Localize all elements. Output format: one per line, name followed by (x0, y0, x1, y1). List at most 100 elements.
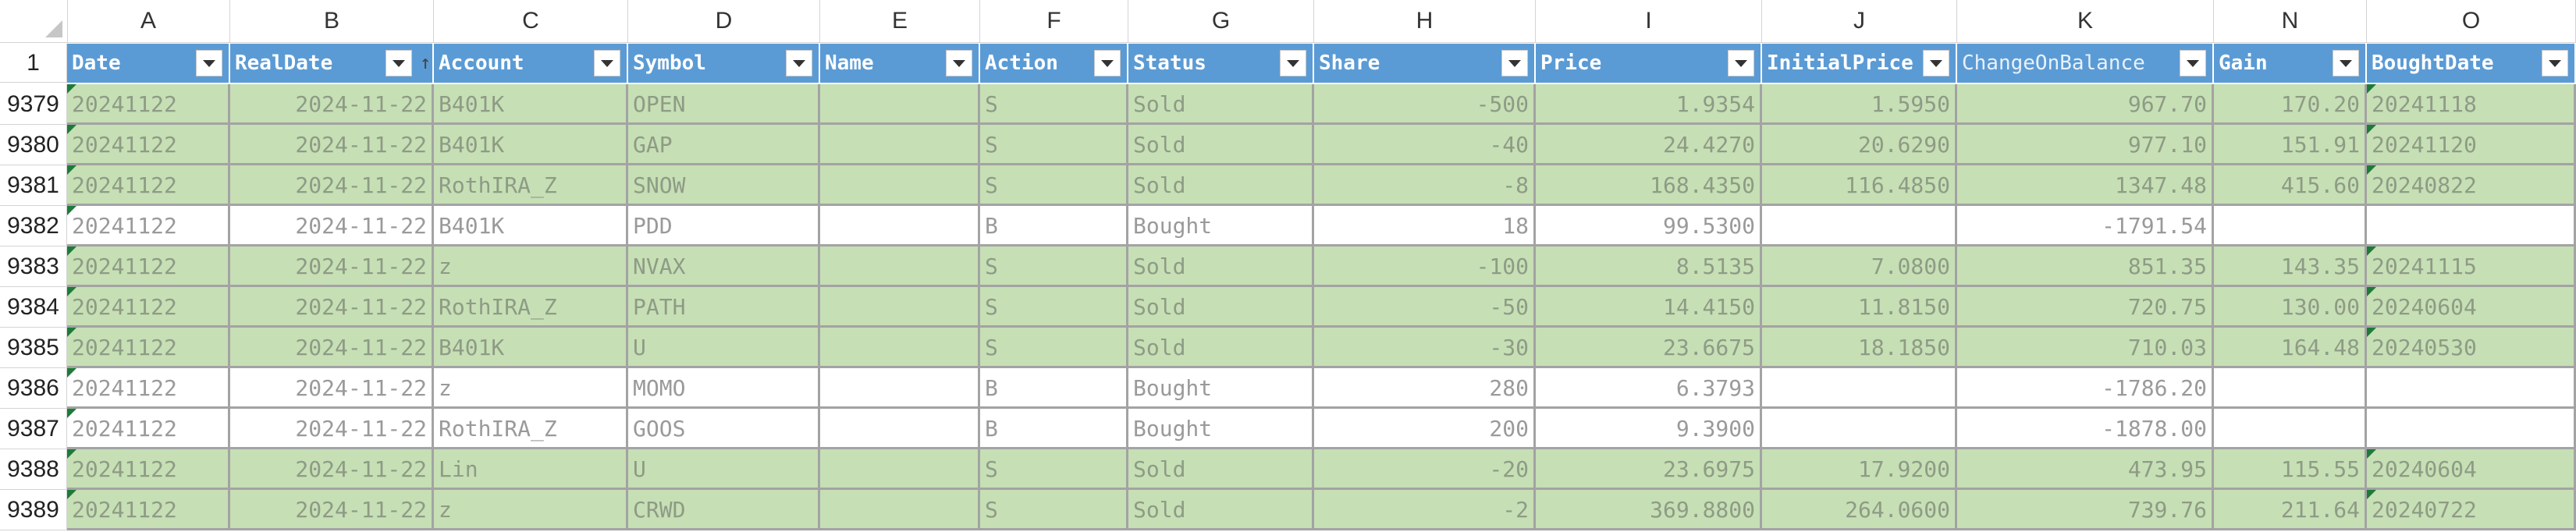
cell-date[interactable]: 20241122 (67, 206, 230, 246)
header-cell-name[interactable]: Name (820, 44, 980, 83)
cell-initialprice[interactable]: 17.9200 (1762, 449, 1957, 490)
cell-gain[interactable]: 164.48 (2214, 328, 2367, 368)
cell-name[interactable] (820, 449, 980, 490)
cell-boughtdate[interactable] (2367, 206, 2576, 246)
cell-price[interactable]: 1.9354 (1536, 84, 1762, 125)
cell-initialprice[interactable]: 7.0800 (1762, 246, 1957, 287)
cell-symbol[interactable]: GOOS (628, 409, 820, 449)
column-letter-O[interactable]: O (2367, 0, 2576, 42)
cell-changeonbalance[interactable]: 710.03 (1957, 328, 2214, 368)
cell-changeonbalance[interactable]: 720.75 (1957, 287, 2214, 328)
cell-initialprice[interactable] (1762, 409, 1957, 449)
cell-name[interactable] (820, 84, 980, 125)
cell-account[interactable]: Lin (434, 449, 628, 490)
cell-boughtdate[interactable]: 20241118 (2367, 84, 2576, 125)
cell-status[interactable]: Bought (1128, 206, 1314, 246)
cell-symbol[interactable]: PDD (628, 206, 820, 246)
cell-action[interactable]: S (980, 287, 1128, 328)
column-letter-I[interactable]: I (1536, 0, 1762, 42)
cell-price[interactable]: 369.8800 (1536, 490, 1762, 530)
cell-account[interactable]: z (434, 490, 628, 530)
cell-realdate[interactable]: 2024-11-22 (230, 125, 434, 165)
column-letter-B[interactable]: B (230, 0, 434, 42)
cell-realdate[interactable]: 2024-11-22 (230, 409, 434, 449)
cell-symbol[interactable]: U (628, 449, 820, 490)
cell-symbol[interactable]: U (628, 328, 820, 368)
row-number[interactable]: 9381 (0, 165, 67, 206)
cell-initialprice[interactable]: 264.0600 (1762, 490, 1957, 530)
cell-action[interactable]: B (980, 409, 1128, 449)
cell-date[interactable]: 20241122 (67, 490, 230, 530)
cell-realdate[interactable]: 2024-11-22 (230, 246, 434, 287)
cell-price[interactable]: 99.5300 (1536, 206, 1762, 246)
cell-action[interactable]: B (980, 206, 1128, 246)
header-cell-date[interactable]: Date (67, 44, 230, 83)
cell-share[interactable]: -30 (1314, 328, 1536, 368)
filter-dropdown-icon[interactable] (2180, 50, 2206, 76)
filter-dropdown-icon[interactable] (2542, 50, 2568, 76)
cell-changeonbalance[interactable]: 739.76 (1957, 490, 2214, 530)
cell-changeonbalance[interactable]: 1347.48 (1957, 165, 2214, 206)
cell-status[interactable]: Bought (1128, 368, 1314, 409)
cell-status[interactable]: Sold (1128, 84, 1314, 125)
cell-account[interactable]: B401K (434, 328, 628, 368)
cell-initialprice[interactable] (1762, 368, 1957, 409)
cell-status[interactable]: Sold (1128, 490, 1314, 530)
cell-date[interactable]: 20241122 (67, 125, 230, 165)
cell-realdate[interactable]: 2024-11-22 (230, 490, 434, 530)
cell-status[interactable]: Sold (1128, 125, 1314, 165)
cell-price[interactable]: 9.3900 (1536, 409, 1762, 449)
cell-changeonbalance[interactable]: 473.95 (1957, 449, 2214, 490)
cell-gain[interactable]: 211.64 (2214, 490, 2367, 530)
row-number[interactable]: 9380 (0, 125, 67, 165)
row-number[interactable]: 9383 (0, 246, 67, 287)
cell-date[interactable]: 20241122 (67, 409, 230, 449)
cell-status[interactable]: Bought (1128, 409, 1314, 449)
cell-gain[interactable]: 143.35 (2214, 246, 2367, 287)
cell-date[interactable]: 20241122 (67, 287, 230, 328)
cell-status[interactable]: Sold (1128, 246, 1314, 287)
cell-date[interactable]: 20241122 (67, 368, 230, 409)
header-cell-realdate[interactable]: RealDate ↑ (230, 44, 434, 83)
row-number[interactable]: 9387 (0, 409, 67, 449)
filter-dropdown-icon[interactable] (1728, 50, 1754, 76)
cell-price[interactable]: 6.3793 (1536, 368, 1762, 409)
cell-symbol[interactable]: GAP (628, 125, 820, 165)
cell-account[interactable]: B401K (434, 206, 628, 246)
column-letter-A[interactable]: A (67, 0, 230, 42)
filter-dropdown-icon[interactable] (1094, 50, 1121, 76)
cell-gain[interactable] (2214, 368, 2367, 409)
cell-price[interactable]: 14.4150 (1536, 287, 1762, 328)
cell-name[interactable] (820, 409, 980, 449)
cell-boughtdate[interactable]: 20240722 (2367, 490, 2576, 530)
cell-name[interactable] (820, 287, 980, 328)
column-letter-N[interactable]: N (2214, 0, 2367, 42)
cell-account[interactable]: B401K (434, 125, 628, 165)
cell-gain[interactable]: 170.20 (2214, 84, 2367, 125)
column-letter-J[interactable]: J (1762, 0, 1957, 42)
cell-status[interactable]: Sold (1128, 287, 1314, 328)
row-number[interactable]: 9382 (0, 206, 67, 246)
cell-realdate[interactable]: 2024-11-22 (230, 84, 434, 125)
cell-gain[interactable] (2214, 409, 2367, 449)
cell-status[interactable]: Sold (1128, 328, 1314, 368)
cell-date[interactable]: 20241122 (67, 328, 230, 368)
cell-changeonbalance[interactable]: -1878.00 (1957, 409, 2214, 449)
cell-action[interactable]: S (980, 449, 1128, 490)
header-cell-gain[interactable]: Gain (2214, 44, 2367, 83)
cell-share[interactable]: -8 (1314, 165, 1536, 206)
cell-name[interactable] (820, 246, 980, 287)
cell-changeonbalance[interactable]: -1786.20 (1957, 368, 2214, 409)
cell-action[interactable]: B (980, 368, 1128, 409)
cell-date[interactable]: 20241122 (67, 449, 230, 490)
cell-price[interactable]: 168.4350 (1536, 165, 1762, 206)
cell-share[interactable]: 280 (1314, 368, 1536, 409)
cell-account[interactable]: RothIRA_Z (434, 287, 628, 328)
select-all-corner[interactable] (0, 0, 68, 42)
cell-share[interactable]: -100 (1314, 246, 1536, 287)
filter-dropdown-icon[interactable] (1923, 50, 1949, 76)
cell-gain[interactable]: 151.91 (2214, 125, 2367, 165)
cell-status[interactable]: Sold (1128, 449, 1314, 490)
cell-boughtdate[interactable] (2367, 409, 2576, 449)
cell-realdate[interactable]: 2024-11-22 (230, 287, 434, 328)
